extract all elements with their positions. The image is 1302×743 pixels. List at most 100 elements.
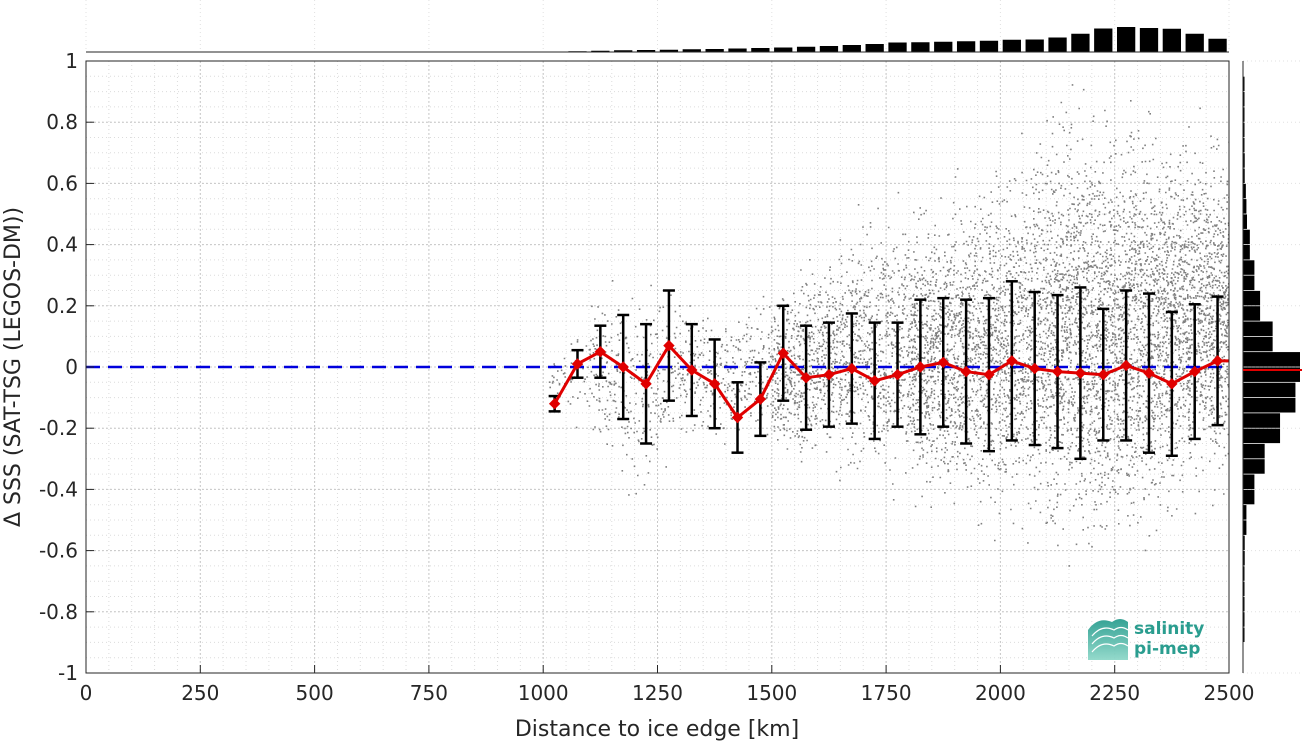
- y-tick-label: -0.4: [39, 477, 78, 501]
- right-histogram-bar: [1243, 489, 1255, 505]
- mean-marker: [1211, 355, 1224, 367]
- right-histogram-bars: [1243, 76, 1300, 643]
- mean-marker: [1006, 355, 1018, 367]
- right-histogram-bar: [1243, 566, 1245, 581]
- right-histogram-bar: [1243, 260, 1255, 275]
- right-histogram-bar: [1243, 153, 1245, 168]
- mean-marker: [1097, 368, 1109, 381]
- top-histogram-bar: [1162, 28, 1181, 52]
- top-histogram-bar: [728, 48, 747, 52]
- salinity-pi-mep-logo-icon: [1088, 619, 1129, 660]
- right-histogram-bar: [1243, 474, 1255, 490]
- y-tick-label: -0.2: [39, 416, 78, 440]
- mean-marker: [1028, 362, 1041, 375]
- logo-text-line1: salinity: [1134, 619, 1204, 639]
- right-histogram-bar: [1243, 199, 1247, 214]
- mean-marker: [868, 375, 881, 387]
- right-histogram-bar: [1243, 244, 1250, 260]
- right-histogram-bar: [1243, 459, 1265, 474]
- right-histogram-bar: [1243, 321, 1273, 337]
- mean-marker: [1189, 365, 1201, 378]
- top-histogram-bar: [705, 49, 724, 52]
- mean-marker: [846, 362, 858, 375]
- y-tick-label: 0.8: [46, 110, 78, 134]
- top-histogram-bar: [819, 46, 839, 52]
- top-histogram-bar: [1002, 39, 1021, 52]
- right-histogram-bar: [1243, 352, 1300, 367]
- top-histogram-bar: [1139, 28, 1159, 52]
- right-histogram: [1242, 60, 1302, 674]
- top-histogram-bar: [682, 49, 701, 52]
- mean-marker: [777, 347, 789, 359]
- right-histogram-bar: [1243, 443, 1265, 459]
- top-histogram-grid: [85, 0, 1230, 52]
- top-histogram-bar: [1185, 33, 1204, 52]
- x-tick-label: 2500: [1204, 681, 1255, 705]
- mean-marker: [663, 339, 675, 352]
- right-histogram-grid: [1243, 60, 1302, 674]
- y-tick-label: -0.8: [39, 600, 78, 624]
- mean-marker: [754, 393, 767, 405]
- mean-marker: [594, 345, 607, 358]
- mean-marker: [1120, 359, 1132, 372]
- mean-marker: [1074, 367, 1087, 379]
- y-axis-ticks: -1 -0.8 -0.6 -0.4 -0.2 0 0.2 0.4 0.6 0.8 1: [39, 49, 94, 685]
- top-histogram-bar: [659, 49, 679, 52]
- y-tick-label: 0.2: [46, 294, 78, 318]
- top-histogram-bar: [1094, 28, 1113, 52]
- right-histogram-bar: [1243, 413, 1281, 428]
- right-histogram-bar: [1243, 336, 1273, 352]
- x-axis-ticks: 0 250 500 750 1000 1250 1500 1750 2000 2250 2500: [80, 665, 1255, 705]
- top-histogram-bar: [842, 45, 861, 52]
- y-axis-title: Δ SSS (SAT-TSG (LEGOS-DM)): [1, 207, 26, 527]
- mean-marker: [686, 364, 698, 376]
- right-histogram-bar: [1243, 290, 1261, 306]
- right-histogram-bar: [1243, 505, 1247, 520]
- y-tick-label: 0.4: [46, 233, 78, 257]
- x-axis-title: Distance to ice edge [km]: [515, 717, 799, 742]
- top-histogram-bar: [979, 40, 999, 52]
- top-histogram-bar: [1048, 37, 1067, 52]
- salinity-pi-mep-logo: salinity pi-mep: [1088, 619, 1204, 660]
- x-tick-label: 1750: [861, 681, 912, 705]
- binned-mean-series: [548, 339, 1229, 424]
- right-histogram-bar: [1243, 627, 1245, 643]
- right-histogram-bar: [1243, 520, 1247, 535]
- right-histogram-bar: [1243, 382, 1296, 398]
- right-histogram-bar: [1243, 306, 1261, 321]
- mean-marker: [1143, 367, 1155, 379]
- x-tick-label: 0: [80, 681, 93, 705]
- right-histogram-bar: [1243, 581, 1245, 597]
- top-histogram-bar: [888, 42, 907, 52]
- main-plot-area: 0 250 500 750 1000 1250 1500 1750 2000 2250 2500 -…: [39, 49, 1254, 705]
- top-histogram-bar: [865, 44, 884, 52]
- mean-marker: [914, 361, 927, 373]
- x-tick-label: 250: [181, 681, 219, 705]
- right-histogram-bar: [1243, 107, 1245, 122]
- mean-marker: [617, 361, 629, 373]
- mean-marker: [983, 368, 995, 381]
- right-histogram-bar: [1243, 596, 1245, 612]
- y-tick-label: -0.6: [39, 539, 78, 563]
- x-tick-label: 750: [410, 681, 448, 705]
- right-histogram-bar: [1243, 612, 1245, 627]
- right-histogram-bar: [1243, 214, 1247, 229]
- mean-marker: [891, 368, 904, 381]
- x-tick-label: 1250: [632, 681, 683, 705]
- y-tick-label: 0.6: [46, 171, 78, 195]
- right-histogram-bar: [1243, 137, 1245, 153]
- right-histogram-bar: [1243, 550, 1245, 566]
- top-histogram-bar: [1025, 39, 1044, 52]
- mean-marker: [960, 365, 972, 378]
- top-histogram-bar: [614, 50, 633, 52]
- mean-marker: [571, 358, 584, 370]
- top-histogram-bar: [1116, 27, 1136, 52]
- mean-marker: [708, 378, 721, 390]
- right-histogram-bar: [1243, 183, 1246, 199]
- top-histogram-bar: [1208, 38, 1227, 52]
- top-histogram-bar: [934, 41, 953, 52]
- right-histogram-bar: [1243, 229, 1250, 245]
- right-histogram-bar: [1243, 275, 1255, 291]
- top-histogram-bar: [774, 47, 793, 52]
